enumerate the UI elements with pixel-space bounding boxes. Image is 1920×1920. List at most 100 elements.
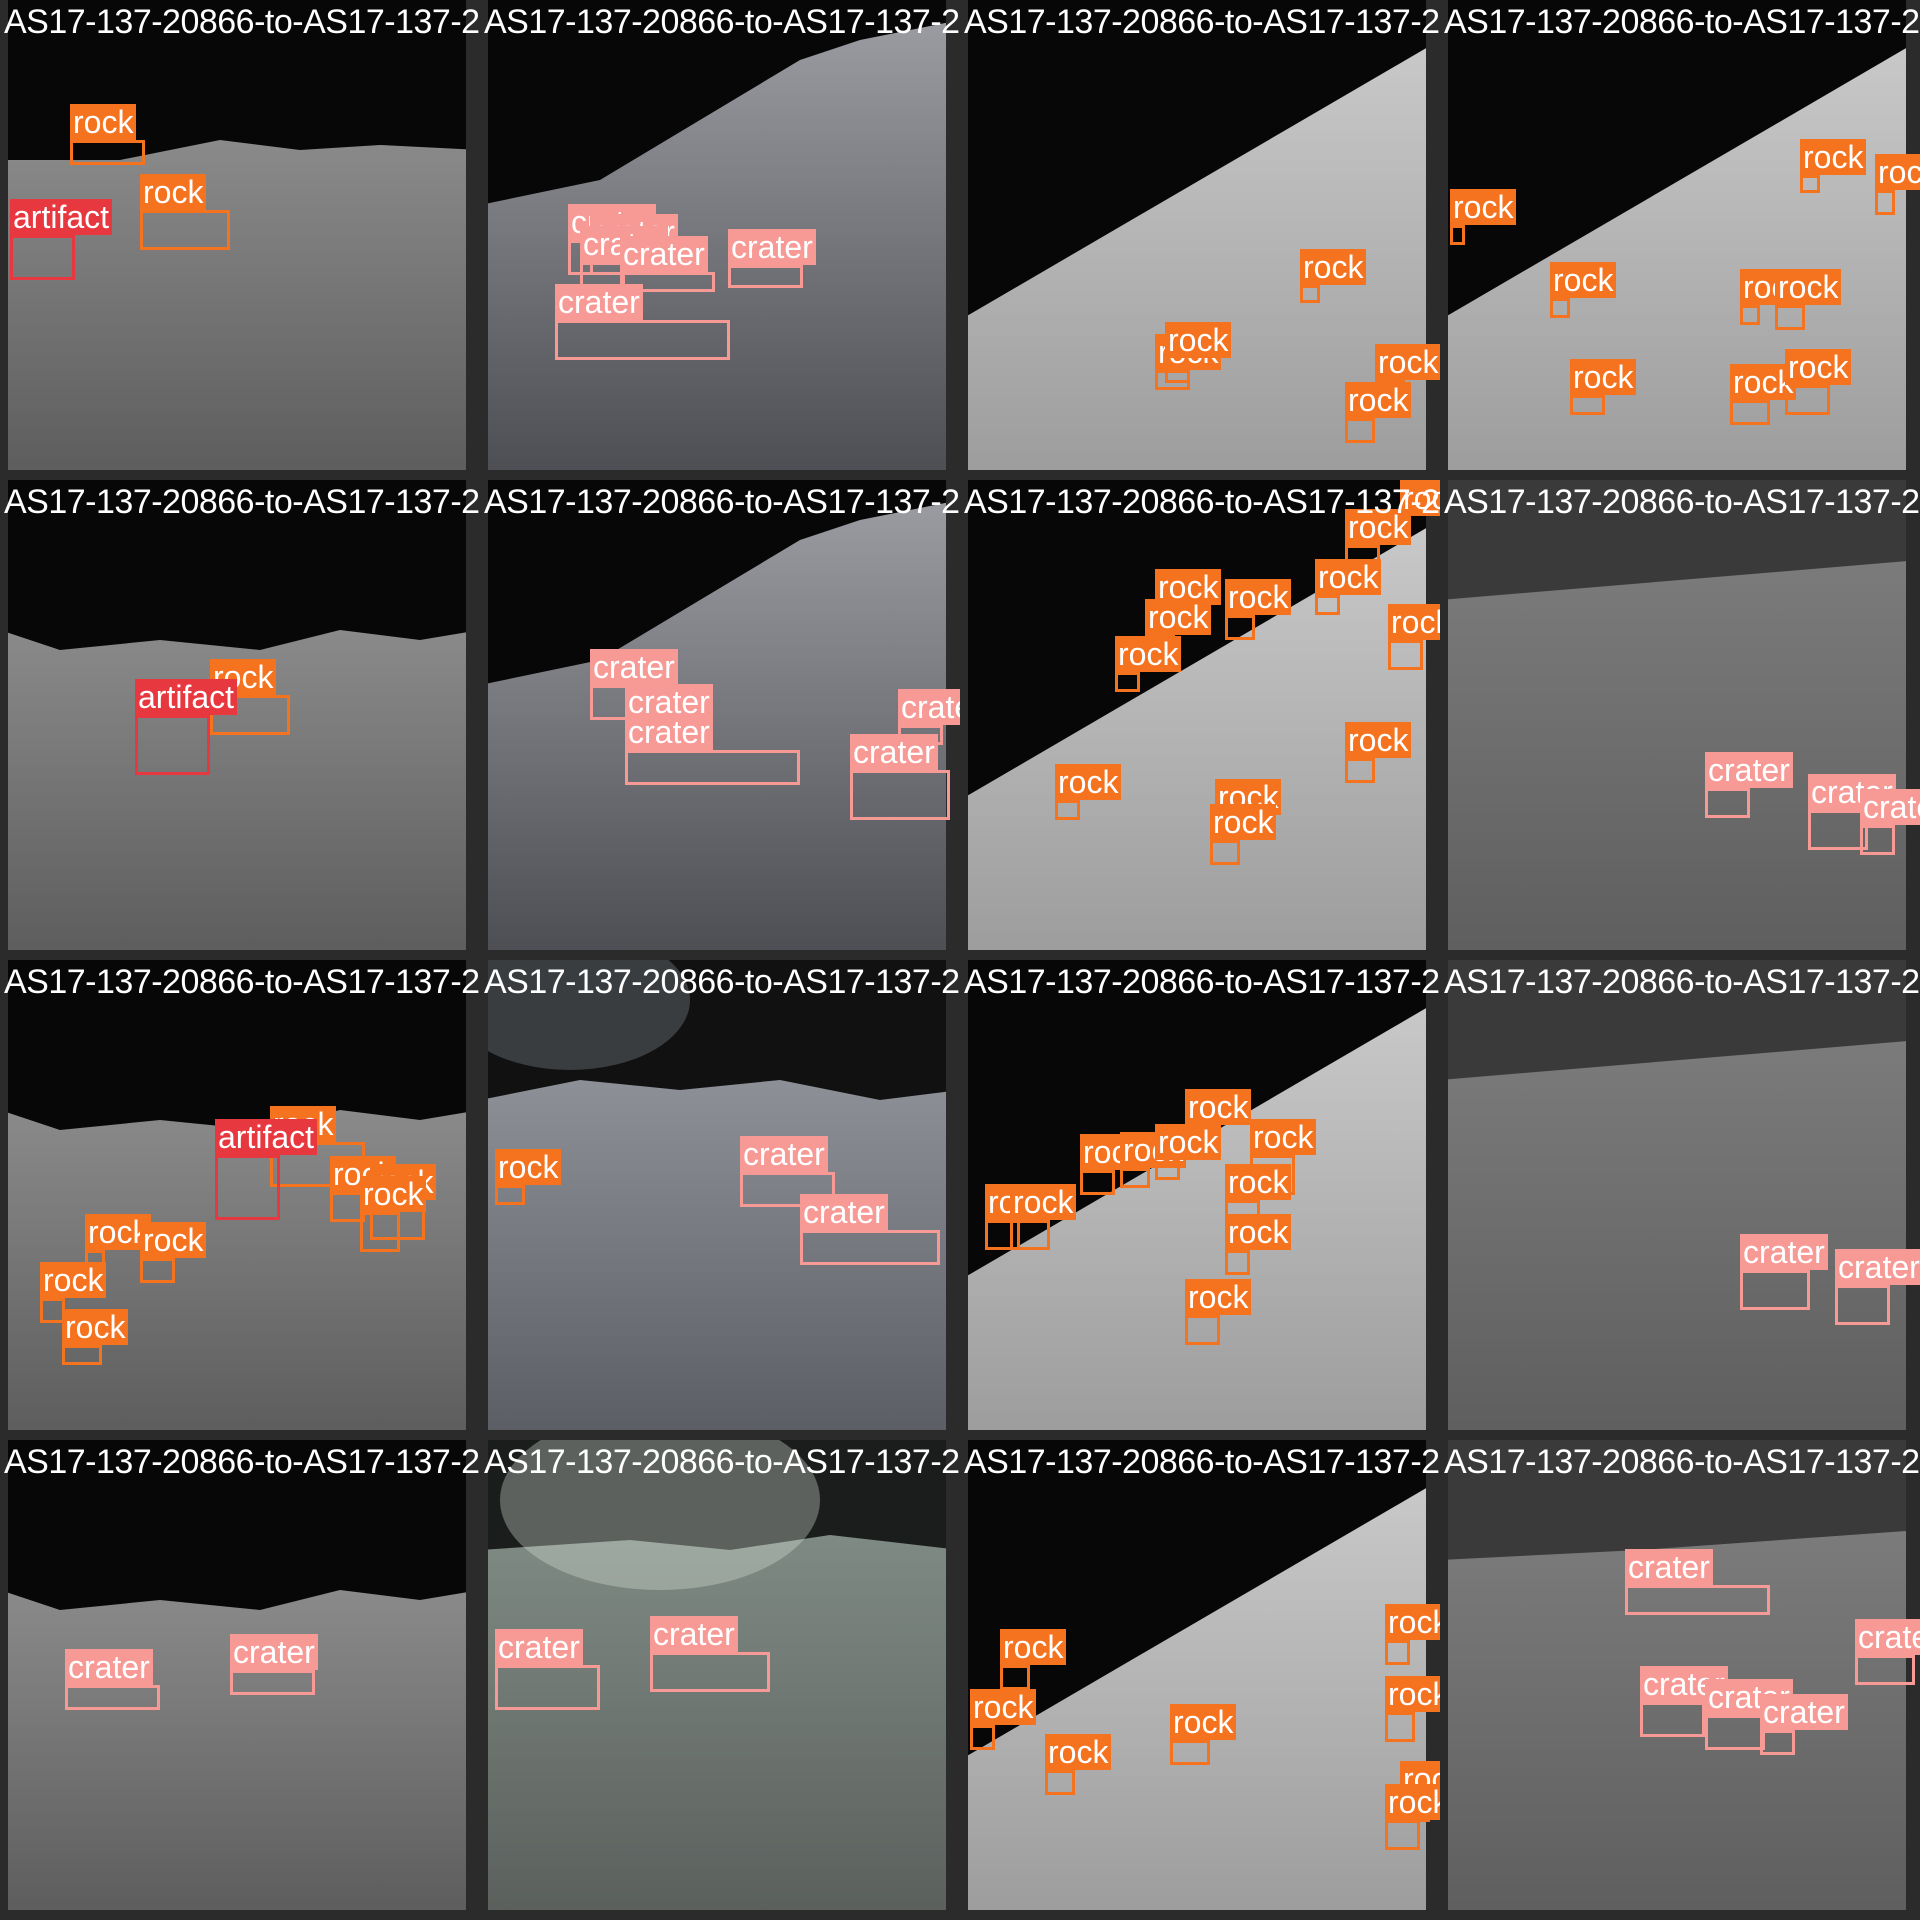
detection-box-rock [1045, 1770, 1075, 1795]
detection-label: rock [40, 1262, 107, 1298]
image-tile: AS17-137-20866-to-AS17-137-20866.jpg rock… [0, 960, 480, 1440]
detection-box-crater [800, 1230, 940, 1265]
lunar-photo [480, 0, 960, 480]
detection-box-rock [1345, 418, 1375, 443]
tile-title: AS17-137-20866-to-AS17-137-20866.jpg [964, 483, 1440, 521]
detection-label: rock [1045, 1734, 1112, 1770]
detection-box-crater [1855, 1655, 1915, 1685]
tile-title: AS17-137-20866-to-AS17-137-20866.jpg [964, 1443, 1440, 1481]
tile-title: AS17-137-20866-to-AS17-137-20866.jpg [964, 3, 1440, 41]
detection-label: rock [70, 104, 137, 140]
detection-label: rock [1225, 1164, 1292, 1200]
tile-title: AS17-137-20866-to-AS17-137-20866.jpg [484, 483, 960, 521]
detection-label: crater [740, 1136, 828, 1172]
image-tile: AS17-137-20866-to-AS17-137-20866.jpg crat… [480, 0, 960, 480]
detection-label: rock [1010, 1184, 1077, 1220]
detection-box-rock [1385, 1820, 1420, 1850]
detection-label: rock [1385, 1676, 1440, 1712]
detection-label: rock [1300, 249, 1367, 285]
detection-box-rock [210, 695, 290, 735]
detection-box-rock [1570, 395, 1605, 415]
tile-title: AS17-137-20866-to-AS17-137-20866.jpg [964, 963, 1440, 1001]
detection-label: rock [1185, 1279, 1252, 1315]
image-tile: AS17-137-20866-to-AS17-137-20866.jpg rock… [960, 480, 1440, 960]
detection-box-rock [1450, 225, 1465, 245]
detection-label: crater [650, 1616, 738, 1652]
image-tile: AS17-137-20866-to-AS17-137-20866.jpg crat… [480, 1440, 960, 1920]
detection-label: crater [590, 649, 678, 685]
detection-box-rock [1170, 1740, 1210, 1765]
detection-box-crater [1625, 1585, 1770, 1615]
tile-title: AS17-137-20866-to-AS17-137-20866.jpg [4, 963, 480, 1001]
detection-label: crater [728, 229, 816, 265]
detection-label: artifact [10, 199, 113, 235]
detection-box-crater [728, 265, 803, 288]
detection-label: rock [1785, 349, 1852, 385]
detection-box-rock [985, 1220, 1020, 1250]
detection-box-rock [1345, 758, 1375, 783]
tile-title: AS17-137-20866-to-AS17-137-20866.jpg [1444, 3, 1920, 41]
detection-label: rock [140, 1222, 207, 1258]
detection-box-crater [495, 1665, 600, 1710]
detection-label: crater [230, 1634, 318, 1670]
detection-box-rock [1115, 672, 1140, 692]
image-tile: AS17-137-20866-to-AS17-137-20866.jpgrock… [480, 960, 960, 1440]
detection-label: rock [970, 1689, 1037, 1725]
detection-label: crater [898, 689, 960, 725]
detection-label: rock [1345, 722, 1412, 758]
detection-box-rock [1740, 305, 1760, 325]
image-tile: AS17-137-20866-to-AS17-137-20866.jpg crat… [0, 1440, 480, 1920]
image-tile: AS17-137-20866-to-AS17-137-20866.jpgrock… [0, 480, 480, 960]
tile-title: AS17-137-20866-to-AS17-137-20866.jpg [484, 963, 960, 1001]
detection-box-rock [1080, 1170, 1115, 1195]
detection-box-rock [62, 1345, 102, 1365]
detection-box-crater [625, 750, 800, 785]
detection-box-crater [1835, 1285, 1890, 1325]
detection-label: rock [1000, 1629, 1067, 1665]
detection-box-rock [1385, 1712, 1415, 1742]
tile-title: AS17-137-20866-to-AS17-137-20866.jpg [1444, 483, 1920, 521]
detection-label: rock [140, 174, 207, 210]
detection-box-artifact [10, 235, 75, 280]
detection-box-rock [1225, 1250, 1250, 1275]
tile-title: AS17-137-20866-to-AS17-137-20866.jpg [484, 1443, 960, 1481]
image-tile: AS17-137-20866-to-AS17-137-20866.jpgrock… [0, 0, 480, 480]
detection-label: rock [1775, 269, 1842, 305]
lunar-photo [0, 0, 480, 480]
image-tile: AS17-137-20866-to-AS17-137-20866.jpg crat… [480, 480, 960, 960]
image-tile: AS17-137-20866-to-AS17-137-20866.jpg rock… [1440, 0, 1920, 480]
lunar-photo [1440, 960, 1920, 1440]
detection-box-rock [970, 1725, 995, 1750]
detection-label: rock [1210, 804, 1277, 840]
detection-label: crater [555, 284, 643, 320]
detection-label: crater [800, 1194, 888, 1230]
detection-box-crater [1740, 1270, 1810, 1310]
detection-box-crater [1808, 810, 1868, 850]
detection-label: rock [1875, 154, 1920, 190]
detection-box-rock [1055, 800, 1080, 820]
detection-box-rock [1210, 840, 1240, 865]
image-tile: AS17-137-20866-to-AS17-137-20866.jpg rock… [960, 0, 1440, 480]
lunar-photo [480, 480, 960, 960]
tile-title: AS17-137-20866-to-AS17-137-20866.jpg [484, 3, 960, 41]
tile-title: AS17-137-20866-to-AS17-137-20866.jpg [1444, 963, 1920, 1001]
detection-label: rock [1115, 636, 1182, 672]
detection-label: rock [62, 1309, 129, 1345]
detection-label: rock [1315, 559, 1382, 595]
tile-title: AS17-137-20866-to-AS17-137-20866.jpg [4, 1443, 480, 1481]
detection-box-rock [1550, 298, 1570, 318]
detection-box-rock [140, 1258, 175, 1283]
detection-label: artifact [215, 1119, 318, 1155]
detection-label: crater [1705, 752, 1793, 788]
detection-box-rock [1800, 175, 1820, 193]
detection-box-crater [740, 1172, 835, 1207]
lunar-photo [1440, 480, 1920, 960]
lunar-photo [0, 480, 480, 960]
detection-label: rock [1550, 262, 1617, 298]
lunar-photo [0, 960, 480, 1440]
detection-label: crater [850, 734, 938, 770]
detection-label: rock [1385, 1604, 1440, 1640]
image-tile: AS17-137-20866-to-AS17-137-20866.jpg crat… [1440, 1440, 1920, 1920]
detection-box-rock [1120, 1168, 1150, 1188]
detection-box-crater [1860, 825, 1895, 855]
